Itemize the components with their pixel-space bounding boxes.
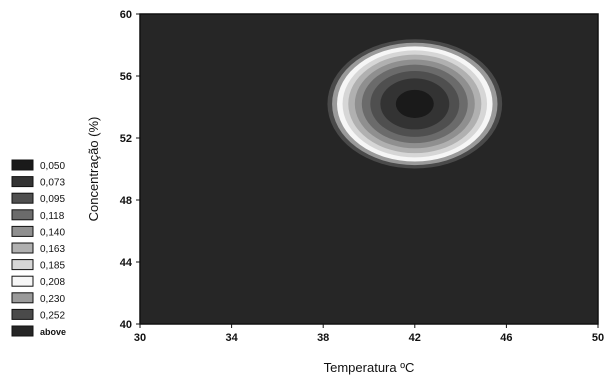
- y-tick-label: 60: [120, 9, 132, 21]
- y-axis-title: Concentração (%): [86, 117, 101, 222]
- contour-band-0-050: [395, 89, 434, 118]
- plot-frame: [139, 13, 599, 325]
- legend-label: 0,230: [40, 294, 65, 305]
- x-axis: 30 34 38 42 46 50: [134, 324, 604, 344]
- legend-label: 0,140: [40, 227, 65, 238]
- legend-swatch: [11, 159, 34, 171]
- legend-label: 0,252: [40, 310, 65, 321]
- y-axis: 40 44 48 52 56 60: [120, 9, 140, 331]
- x-tick-label: 38: [317, 332, 329, 344]
- legend-label: 0,163: [40, 244, 65, 255]
- legend-swatch: [11, 192, 34, 204]
- plot-area: [140, 14, 598, 324]
- legend: 0,050 0,073 0,095 0,118 0,140 0,163 0,185 0,208…: [11, 159, 66, 337]
- legend-swatch: [11, 275, 34, 287]
- y-tick-label: 56: [120, 71, 132, 83]
- y-tick-label: 52: [120, 133, 132, 145]
- x-tick-label: 46: [500, 332, 512, 344]
- legend-swatch: [11, 176, 34, 188]
- y-tick-label: 44: [120, 257, 133, 269]
- legend-swatch: [11, 242, 34, 254]
- legend-swatch: [11, 292, 34, 304]
- x-tick-label: 50: [592, 332, 604, 344]
- legend-swatch: [11, 209, 34, 221]
- x-tick-label: 30: [134, 332, 146, 344]
- x-axis-title: Temperatura ºC: [324, 360, 415, 375]
- legend-label: 0,118: [40, 211, 65, 222]
- legend-swatch: [11, 259, 34, 271]
- y-tick-label: 40: [120, 319, 132, 331]
- y-tick-label: 48: [120, 195, 132, 207]
- legend-swatch: [11, 225, 34, 237]
- legend-label: 0,050: [40, 161, 65, 172]
- legend-label: 0,073: [40, 178, 65, 189]
- legend-swatch: [11, 308, 34, 320]
- x-tick-label: 42: [409, 332, 421, 344]
- legend-swatch: [11, 325, 34, 337]
- legend-label: 0,208: [40, 277, 65, 288]
- legend-label: 0,095: [40, 194, 65, 205]
- legend-label: 0,185: [40, 261, 65, 272]
- legend-label: above: [40, 327, 66, 337]
- x-tick-label: 34: [225, 332, 238, 344]
